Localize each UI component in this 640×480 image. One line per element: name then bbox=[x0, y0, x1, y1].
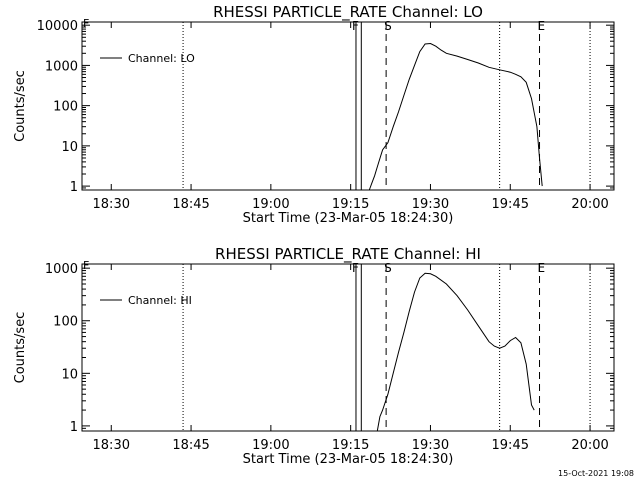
x-tick-label: 19:30 bbox=[412, 438, 449, 453]
axis-corner-label: F bbox=[83, 259, 89, 272]
y-axis-label: Counts/sec bbox=[13, 312, 28, 384]
y-tick-label: 1000 bbox=[45, 262, 78, 277]
flag-marker-label: S bbox=[384, 261, 392, 275]
y-tick-label: 10000 bbox=[37, 19, 78, 34]
flag-marker-label: F bbox=[352, 19, 359, 33]
x-tick-label: 18:45 bbox=[172, 438, 209, 453]
flag-marker-label: E bbox=[538, 261, 546, 275]
x-axis-label: Start Time (23-Mar-05 18:24:30) bbox=[243, 452, 454, 467]
y-tick-label: 1 bbox=[70, 420, 78, 435]
x-tick-label: 18:30 bbox=[93, 438, 130, 453]
legend-label: Channel: LO bbox=[128, 52, 195, 65]
y-tick-label: 100 bbox=[53, 315, 78, 330]
x-tick-label: 19:15 bbox=[332, 438, 369, 453]
timestamp: 15-Oct-2021 19:08 bbox=[558, 469, 634, 478]
x-tick-label: 19:45 bbox=[492, 197, 529, 212]
x-tick-label: 20:00 bbox=[571, 197, 608, 212]
x-tick-label: 19:15 bbox=[332, 197, 369, 212]
y-tick-label: 10 bbox=[61, 367, 78, 382]
data-series-line bbox=[376, 272, 535, 432]
y-axis-label: Counts/sec bbox=[13, 70, 28, 142]
flag-marker-label: E bbox=[538, 19, 546, 33]
x-tick-label: 18:45 bbox=[172, 197, 209, 212]
y-tick-label: 1 bbox=[70, 180, 78, 195]
chart-title: RHESSI PARTICLE_RATE Channel: HI bbox=[215, 245, 481, 264]
y-tick-label: 100 bbox=[53, 100, 78, 115]
x-tick-label: 20:00 bbox=[571, 438, 608, 453]
x-tick-label: 18:30 bbox=[93, 197, 130, 212]
legend-label: Channel: HI bbox=[128, 294, 192, 307]
x-tick-label: 19:30 bbox=[412, 197, 449, 212]
y-tick-label: 1000 bbox=[45, 59, 78, 74]
chart-title: RHESSI PARTICLE_RATE Channel: LO bbox=[213, 3, 483, 22]
data-series-line bbox=[368, 42, 543, 191]
x-tick-label: 19:00 bbox=[252, 438, 289, 453]
y-tick-label: 10 bbox=[61, 140, 78, 155]
flag-marker-label: S bbox=[384, 19, 392, 33]
x-axis-label: Start Time (23-Mar-05 18:24:30) bbox=[243, 211, 454, 226]
plot-frame bbox=[81, 21, 615, 191]
flag-marker-label: F bbox=[352, 261, 359, 275]
axis-corner-label: F bbox=[83, 17, 89, 30]
plot-frame bbox=[81, 263, 615, 432]
x-tick-label: 19:45 bbox=[492, 438, 529, 453]
x-tick-label: 19:00 bbox=[252, 197, 289, 212]
